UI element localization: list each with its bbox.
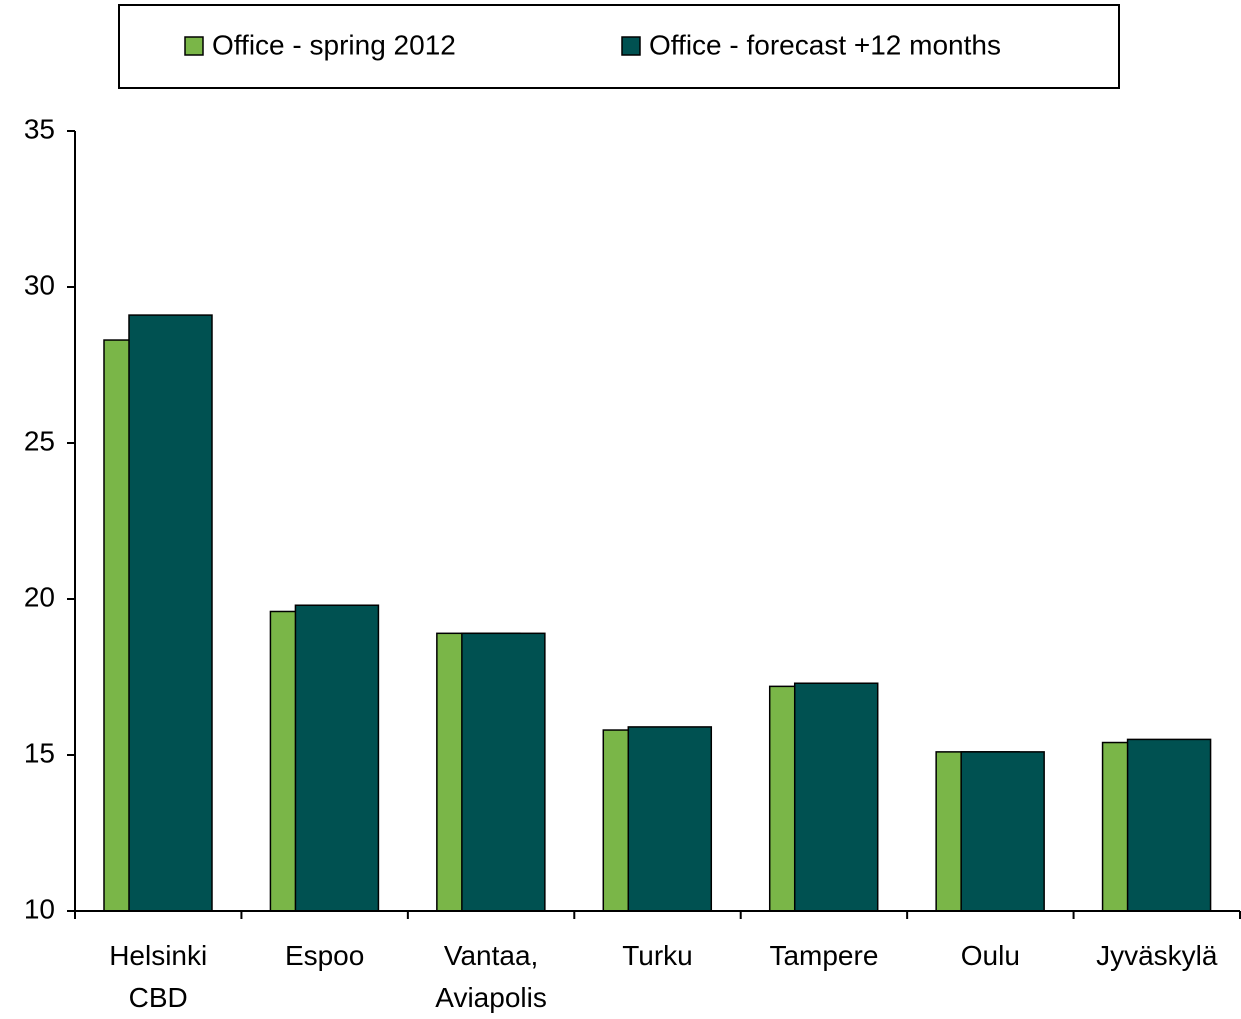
x-tick-label: Turku — [622, 940, 693, 971]
y-tick-label: 35 — [24, 113, 55, 144]
x-tick-label: Vantaa, Aviapolis — [435, 940, 547, 1013]
x-tick-label: Jyväskylä — [1096, 940, 1218, 971]
x-tick-label: Tampere — [769, 940, 878, 971]
legend-box — [118, 4, 1120, 89]
legend-swatch — [184, 36, 204, 56]
y-tick-label: 20 — [24, 581, 55, 612]
y-tick-label: 25 — [24, 425, 55, 456]
bar — [960, 751, 1045, 912]
bar — [793, 682, 879, 912]
legend-swatch — [621, 36, 641, 56]
legend-label: Office - forecast +12 months — [649, 29, 1001, 60]
legend-label: Office - spring 2012 — [212, 29, 456, 60]
y-tick-label: 30 — [24, 269, 55, 300]
bar — [627, 726, 713, 912]
x-tick-label: Espoo — [285, 940, 364, 971]
bar — [1126, 738, 1212, 912]
bar — [461, 632, 546, 912]
bar — [128, 314, 213, 912]
x-tick-label: Oulu — [961, 940, 1020, 971]
y-tick-label: 15 — [24, 737, 55, 768]
x-tick-label: Helsinki CBD — [109, 940, 207, 1013]
bar — [294, 604, 380, 912]
y-tick-label: 10 — [24, 893, 55, 924]
